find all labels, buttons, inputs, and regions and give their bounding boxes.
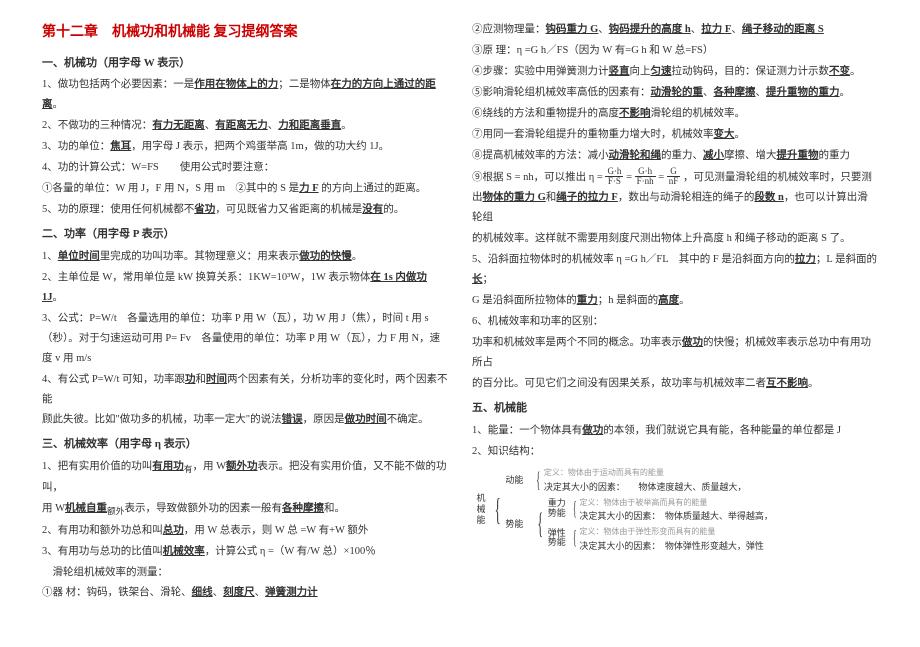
tree-leaf: 定义：物体由于弹性形变而具有的能量 (579, 527, 715, 536)
text-line: 1、能量：一个物体具有做功的本领，我们就说它具有能，各种能量的单位都是 J (472, 421, 878, 441)
tree-node-elastic: 弹性势能 (548, 529, 570, 549)
text-line: 的百分比。可见它们之间没有因果关系，故功率与机械效率二者互不影响。 (472, 374, 878, 394)
text-line: 3、公式：P=W/t 各量选用的单位：功率 P 用 W（瓦），功 W 用 J（焦… (42, 309, 448, 369)
tree-root: 机械能 (472, 493, 490, 525)
left-column: 第十二章 机械功和机械能 复习提纲答案 一、机械功（用字母 W 表示） 1、做功… (30, 20, 460, 627)
section-2-heading: 二、功率（用字母 P 表示） (42, 224, 448, 245)
right-column: ②应测物理量：钩码重力 G、钩码提升的高度 h、拉力 F、绳子移动的距离 S③原… (460, 20, 890, 627)
text-line: 功率和机械效率是两个不同的概念。功率表示做功的快慢；机械效率表示总功中有用功所占 (472, 333, 878, 373)
text-line: 1、做功包括两个必要因素：一是作用在物体上的力；二是物体在力的方向上通过的距离。 (42, 75, 448, 115)
tree-leaf: 决定其大小的因素： 物体质量越大、举得越高， (579, 511, 773, 521)
bracket-icon: { (537, 472, 541, 487)
text-line: 用 W机械自重额外表示，导致做额外功的因素一般有各种摩擦和。 (42, 499, 448, 520)
text-line: 5、沿斜面拉物体时的机械效率 η =G h／FL 其中的 F 是沿斜面方向的拉力… (472, 250, 878, 290)
tree-leaf: 决定其大小的因素： 物体弹性形变越大，弹性 (579, 541, 764, 551)
text-line: ⑧提高机械效率的方法：减小动滑轮和绳的重力、减小摩擦、增大提升重物的重力 (472, 146, 878, 166)
chapter-title: 第十二章 机械功和机械能 复习提纲答案 (42, 20, 448, 47)
text-line: ③原 理：η =G h／FS（因为 W 有=G h 和 W 总=FS） (472, 41, 878, 61)
fraction-1: G·hF·S (605, 167, 623, 188)
text-line: 3、功的单位：焦耳，用字母 J 表示，把两个鸡蛋举高 1m，做的功大约 1J。 (42, 137, 448, 157)
text-line: 滑轮组机械效率的测量： (42, 563, 448, 583)
bracket-icon: { (495, 498, 501, 520)
text-line: 2、主单位是 W，常用单位是 kW 换算关系：1KW=10³W，1W 表示物体在… (42, 268, 448, 308)
text-line: 1、把有实用价值的功叫有用功有，用 W额外功表示。把没有实用价值，又不能不做的功… (42, 457, 448, 498)
fraction-2: G·hF·nh (635, 167, 656, 188)
section-1-heading: 一、机械功（用字母 W 表示） (42, 53, 448, 74)
text-line: ⑦用同一套滑轮组提升的重物重力增大时，机械效率变大。 (472, 125, 878, 145)
section-3-heading: 三、机械效率（用字母 η 表示） (42, 434, 448, 455)
text-line: ②应测物理量：钩码重力 G、钩码提升的高度 h、拉力 F、绳子移动的距离 S (472, 20, 878, 40)
text-line: ①各量的单位：W 用 J，F 用 N，S 用 m ②其中的 S 是力 F 的方向… (42, 179, 448, 199)
bracket-icon: { (538, 513, 544, 534)
bracket-icon: { (573, 502, 577, 516)
tree-node-gravity: 重力势能 (548, 499, 570, 519)
text-line: 顾此失彼。比如"做功多的机械，功率一定大"的说法错误，原因是做功时间不确定。 (42, 410, 448, 430)
text-line: ⑥绕线的方法和重物提升的高度不影响滑轮组的机械效率。 (472, 104, 878, 124)
text-line: 出物体的重力 G和绳子的拉力 F，数出与动滑轮相连的绳子的段数 n，也可以计算出… (472, 188, 878, 228)
text-line: G 是沿斜面所拉物体的重力；h 是斜面的高度。 (472, 291, 878, 311)
tree-node-kinetic: 动能 (505, 473, 533, 487)
text-line: ①器 材：钩码，铁架台、滑轮、细线、刻度尺、弹簧测力计 (42, 583, 448, 603)
text-line: ④步骤：实验中用弹簧测力计竖直向上匀速拉动钩码，目的：保证测力计示数不变。 (472, 62, 878, 82)
formula-post: ，可见测量滑轮组的机械效率时，只要测 (683, 171, 872, 182)
text-line: ⑤影响滑轮组机械效率高低的因素有：动滑轮的重、各种摩擦、提升重物的重力。 (472, 83, 878, 103)
text-line: 2、不做功的三种情况：有力无距离、有距离无力、力和距离垂直。 (42, 116, 448, 136)
knowledge-tree: 机械能 { 动能 { 定义：物体由于运动而具有的能量 决定其大小的因素： 物体速… (472, 465, 878, 553)
section-5-heading: 五、机械能 (472, 398, 878, 419)
text-line: 4、功的计算公式：W=FS 使用公式时要注意： (42, 158, 448, 178)
text-line: 2、知识结构： (472, 442, 878, 462)
tree-node-potential: 势能 (505, 517, 533, 531)
text-line: 5、功的原理：使用任何机械都不省功，可见既省力又省距离的机械是没有的。 (42, 200, 448, 220)
text-line: 的机械效率。这样就不需要用刻度尺测出物体上升高度 h 和绳子移动的距离 S 了。 (472, 229, 878, 249)
formula-pre: ⑨根据 S = nh，可以推出 η = (472, 171, 605, 182)
tree-leaf: 定义：物体由于运动而具有的能量 (544, 468, 664, 477)
text-line: 6、机械效率和功率的区别： (472, 312, 878, 332)
text-line: 4、有公式 P=W/t 可知，功率跟功和时间两个因素有关，分析功率的变化时，两个… (42, 370, 448, 410)
text-line: 1、单位时间里完成的功叫功率。其物理意义：用来表示做功的快慢。 (42, 247, 448, 267)
tree-leaf: 决定其大小的因素： 物体速度越大、质量越大， (544, 482, 747, 492)
bracket-icon: { (573, 531, 577, 545)
text-line: 3、有用功与总功的比值叫机械效率，计算公式 η =（W 有/W 总）×100％ (42, 542, 448, 562)
formula-line: ⑨根据 S = nh，可以推出 η = G·hF·S = G·hF·nh = G… (472, 167, 878, 188)
fraction-3: GnF (667, 167, 681, 188)
text-line: 2、有用功和额外功总和叫总功，用 W 总表示，则 W 总 =W 有+W 额外 (42, 521, 448, 541)
tree-leaf: 定义：物体由于被举高而具有的能量 (579, 498, 707, 507)
